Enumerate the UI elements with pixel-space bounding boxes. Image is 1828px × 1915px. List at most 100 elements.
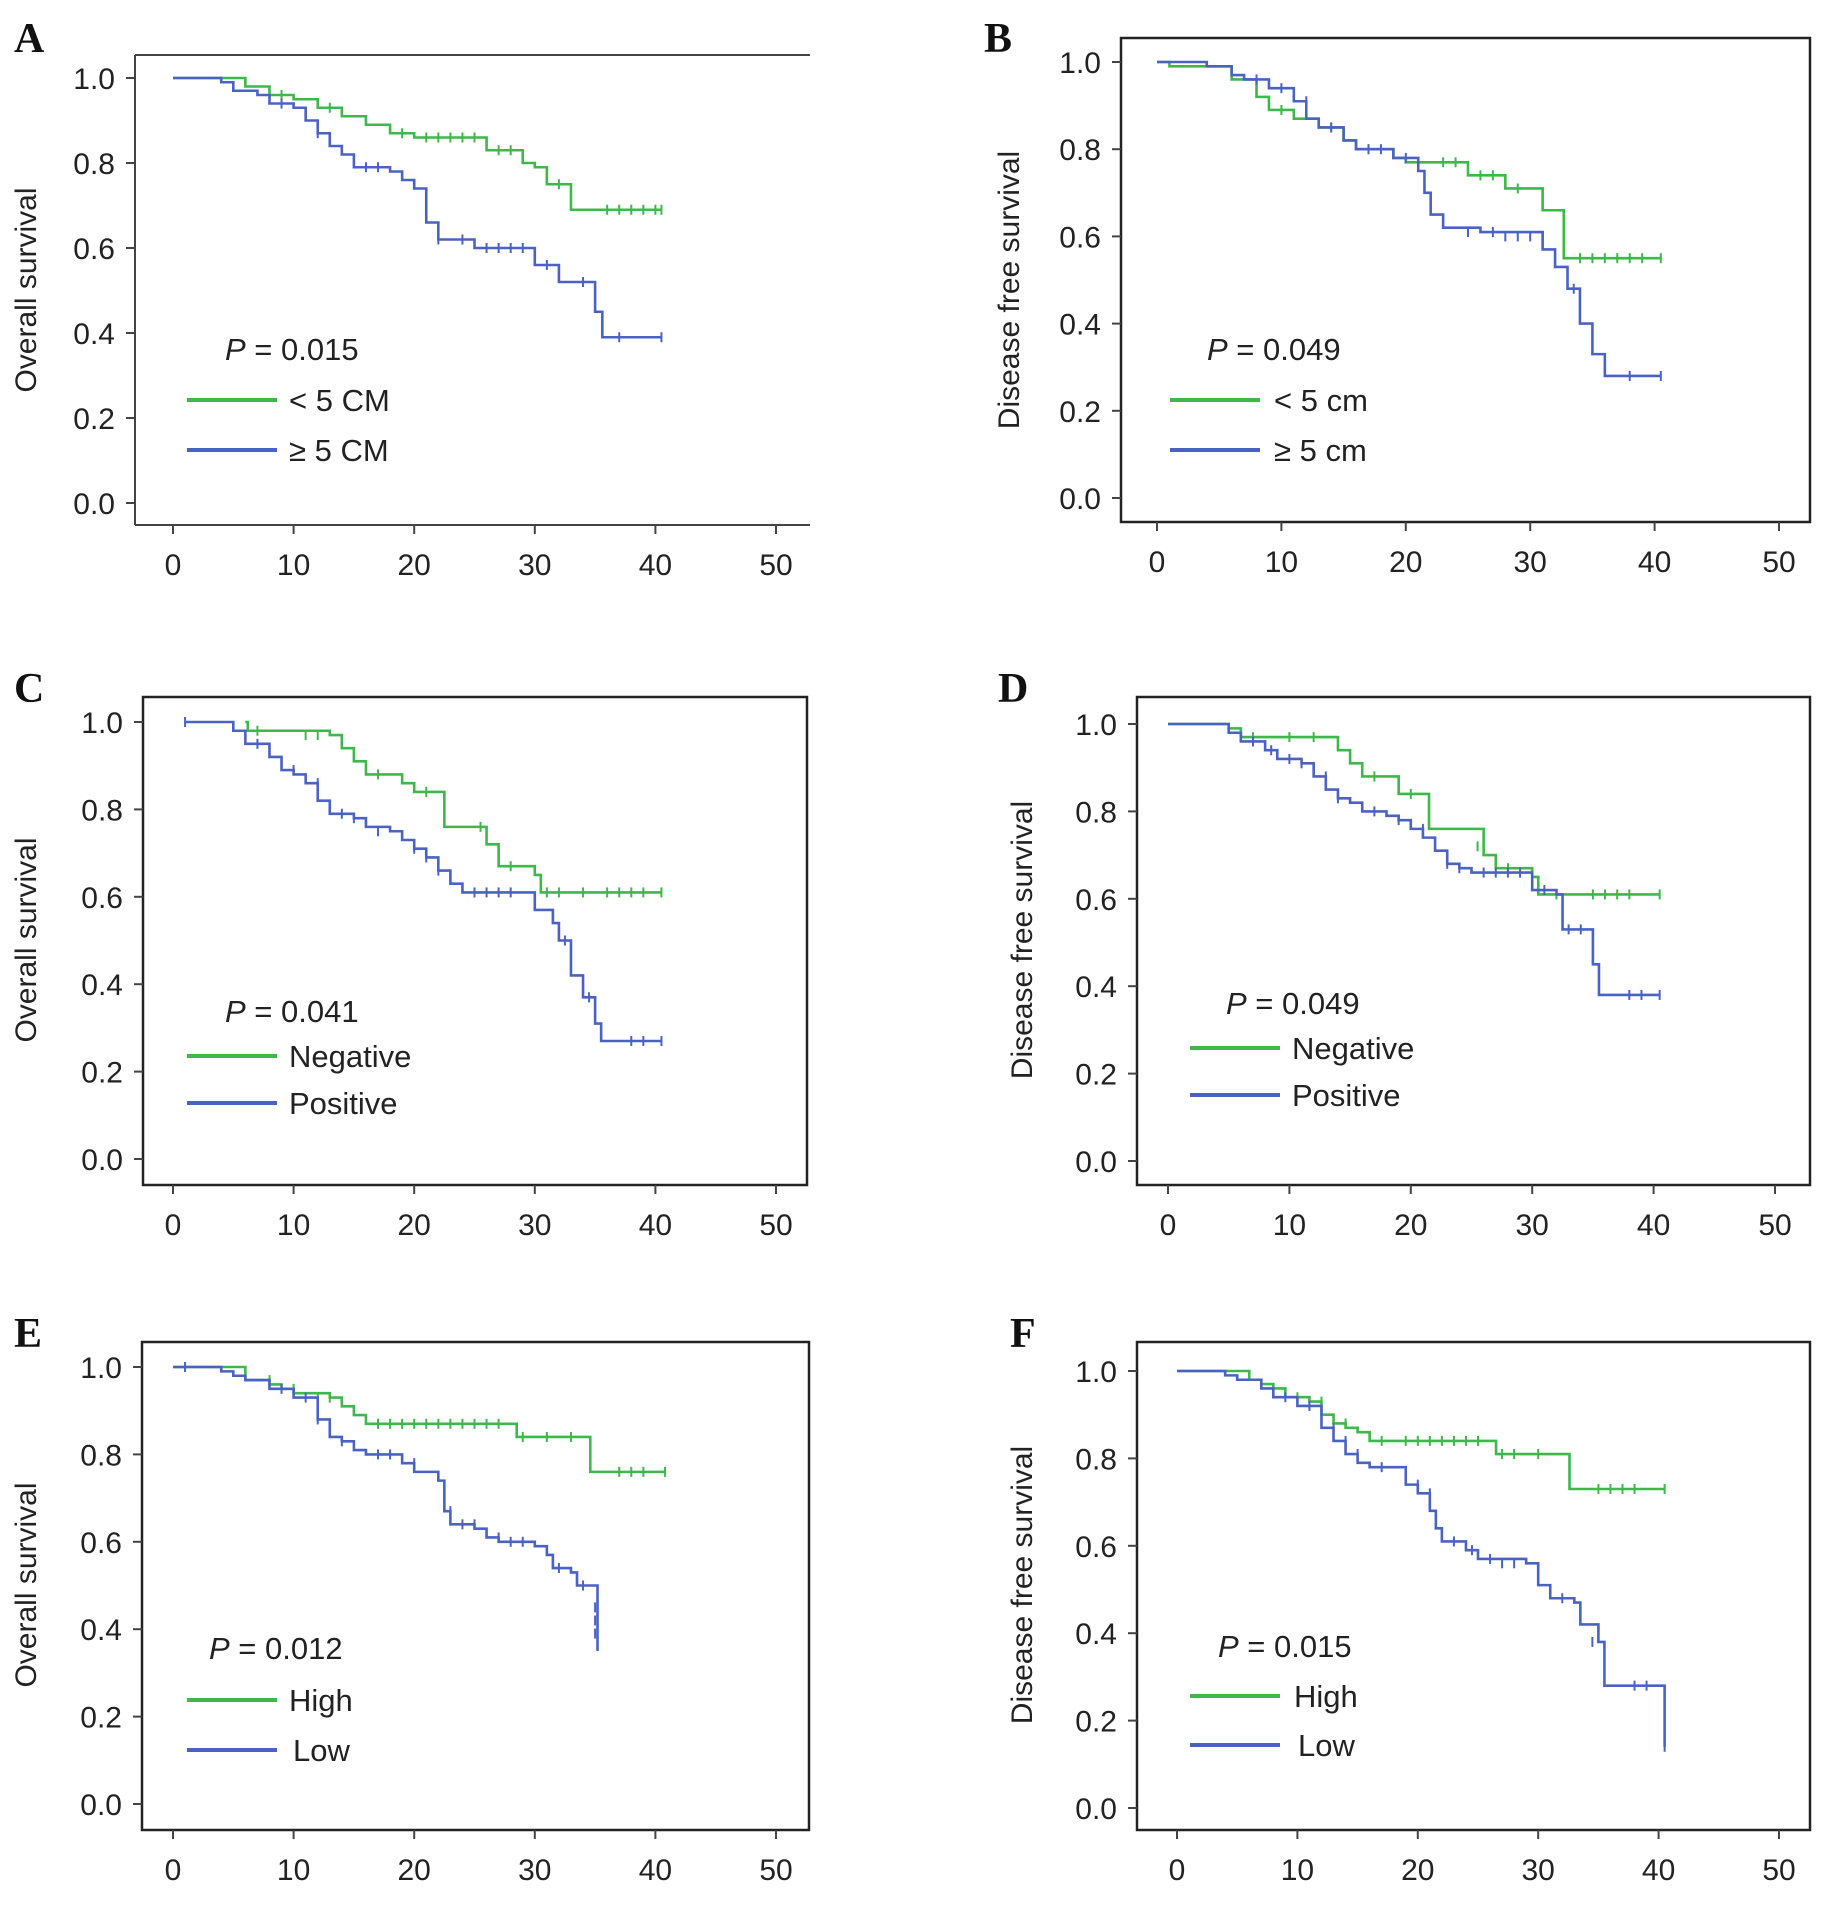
p-symbol: P [1207, 332, 1228, 367]
y-tick-label: 0.2 [1059, 396, 1101, 429]
y-tick-label: 0.0 [73, 488, 115, 521]
y-tick-label: 0.2 [73, 403, 115, 436]
x-tick-label: 40 [639, 1209, 672, 1242]
x-tick-label: 20 [1401, 1854, 1434, 1887]
y-tick-label: 0.6 [1075, 884, 1117, 917]
x-tick-label: 20 [1394, 1209, 1427, 1242]
legend-label-group1: < 5 CM [289, 383, 390, 418]
panel-f: F Disease free survival P = 0.015 High L… [984, 1295, 1828, 1915]
x-tick-label: 40 [1637, 1209, 1670, 1242]
p-symbol: P [1226, 986, 1247, 1021]
y-tick-label: 1.0 [1075, 1356, 1117, 1389]
chart-f: F Disease free survival P = 0.015 High L… [1006, 1311, 1812, 1887]
y-tick-label: 0.2 [1075, 1059, 1117, 1092]
x-tick-label: 50 [759, 549, 792, 582]
p-symbol: P [225, 332, 246, 367]
survival-curve-group2 [1157, 60, 1661, 378]
y-tick-label: 0.8 [1059, 134, 1101, 167]
y-tick-label: 1.0 [1059, 47, 1101, 80]
plot-frame [1135, 1340, 1812, 1832]
x-tick-label: 20 [398, 549, 431, 582]
y-axis-label: Disease free survival [1006, 1446, 1039, 1724]
legend-label-group1: Negative [289, 1039, 411, 1074]
y-axis-label: Disease free survival [1006, 801, 1039, 1079]
y-tick-label: 0.0 [81, 1144, 123, 1177]
p-value: P = 0.015 [1218, 1629, 1352, 1664]
y-tick-label: 1.0 [81, 707, 123, 740]
x-tick-label: 50 [1762, 546, 1795, 579]
x-tick-label: 50 [1758, 1209, 1791, 1242]
x-tick-label: 30 [518, 1209, 551, 1242]
panel-letter-b: B [984, 16, 1012, 62]
y-tick-label: 0.4 [80, 1614, 122, 1647]
y-tick-label: 0.2 [1075, 1706, 1117, 1739]
plot-frame [1119, 36, 1812, 524]
survival-curve-group1 [245, 720, 662, 894]
p-value: P = 0.049 [1207, 332, 1341, 367]
chart-b: B Disease free survival P = 0.049 < 5 cm… [984, 16, 1812, 579]
x-tick-label: 20 [1389, 546, 1422, 579]
legend-label-group2: Low [1298, 1728, 1355, 1763]
chart-c: C Overall survival P = 0.041 Negative Po… [10, 666, 809, 1242]
x-tick-label: 50 [1762, 1854, 1795, 1887]
x-tick-label: 0 [1149, 546, 1166, 579]
x-tick-label: 10 [277, 1854, 310, 1887]
y-axis-label: Disease free survival [993, 151, 1026, 429]
y-tick-label: 0.4 [1059, 309, 1101, 342]
p-value-text: = 0.049 [1247, 986, 1360, 1021]
p-value-text: = 0.049 [1228, 332, 1341, 367]
y-tick-label: 0.6 [81, 882, 123, 915]
survival-curve-group2 [173, 76, 662, 339]
survival-curve-group1 [1177, 1369, 1665, 1491]
chart-a: A Overall survival P = 0.015 < 5 CM ≥ 5 … [10, 16, 810, 582]
x-tick-label: 30 [1516, 1209, 1549, 1242]
y-axis-label: Overall survival [10, 1482, 43, 1687]
p-value: P = 0.041 [225, 994, 359, 1029]
survival-curve-group2 [1177, 1369, 1666, 1747]
plot-frame [1135, 695, 1812, 1187]
y-tick-label: 0.6 [1075, 1531, 1117, 1564]
p-symbol: P [209, 1631, 230, 1666]
x-tick-label: 10 [1273, 1209, 1306, 1242]
panel-b: B Disease free survival P = 0.049 < 5 cm… [984, 0, 1828, 620]
p-value: P = 0.012 [209, 1631, 343, 1666]
p-value-text: = 0.015 [1239, 1629, 1352, 1664]
survival-curve-group2 [1168, 722, 1660, 997]
y-tick-label: 0.4 [1075, 1618, 1117, 1651]
p-value-text: = 0.015 [246, 332, 359, 367]
panel-letter-c: C [14, 666, 44, 712]
panel-c: C Overall survival P = 0.041 Negative Po… [0, 650, 900, 1270]
p-value: P = 0.049 [1226, 986, 1360, 1021]
legend-label-group2: Low [293, 1733, 350, 1768]
x-tick-label: 0 [165, 549, 182, 582]
y-tick-label: 0.8 [73, 148, 115, 181]
x-tick-label: 10 [277, 1209, 310, 1242]
x-tick-label: 50 [759, 1209, 792, 1242]
y-tick-label: 0.2 [80, 1702, 122, 1735]
y-tick-label: 0.2 [81, 1057, 123, 1090]
x-tick-label: 0 [165, 1854, 182, 1887]
x-tick-label: 40 [639, 1854, 672, 1887]
legend-label-group2: ≥ 5 cm [1274, 433, 1367, 468]
y-tick-label: 1.0 [1075, 709, 1117, 742]
panel-d: D Disease free survival P = 0.049 Negati… [984, 650, 1828, 1270]
chart-d: D Disease free survival P = 0.049 Negati… [998, 666, 1812, 1242]
x-tick-label: 30 [1514, 546, 1547, 579]
legend-label-group1: < 5 cm [1274, 383, 1368, 418]
legend-label-group1: High [289, 1683, 353, 1718]
x-tick-label: 10 [1265, 546, 1298, 579]
y-tick-label: 0.8 [1075, 1443, 1117, 1476]
y-tick-label: 0.0 [80, 1789, 122, 1822]
y-tick-label: 0.6 [73, 233, 115, 266]
survival-curve-group1 [1157, 60, 1661, 260]
y-axis-label: Overall survival [10, 187, 43, 392]
x-tick-label: 40 [1638, 546, 1671, 579]
x-tick-label: 20 [398, 1209, 431, 1242]
legend-label-group2: ≥ 5 CM [289, 433, 389, 468]
survival-curve-group1 [1168, 722, 1660, 896]
p-value: P = 0.015 [225, 332, 359, 367]
panel-letter-f: F [1010, 1311, 1036, 1357]
x-tick-label: 30 [1522, 1854, 1555, 1887]
y-tick-label: 0.0 [1059, 483, 1101, 516]
y-tick-label: 1.0 [73, 63, 115, 96]
